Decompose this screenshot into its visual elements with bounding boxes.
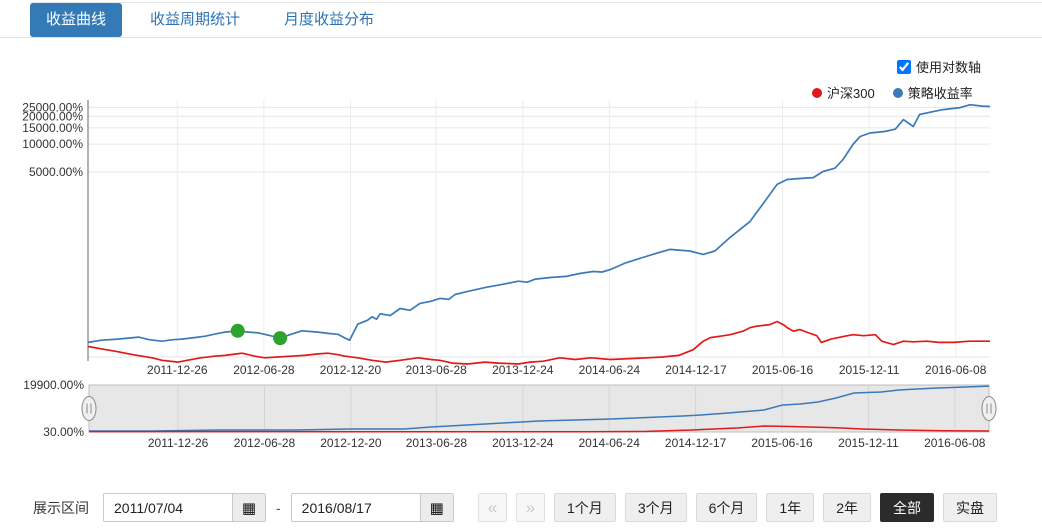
navigator-max-label: 19900.00%: [23, 378, 84, 392]
navigator-min-label: 30.00%: [43, 425, 84, 439]
tab-monthly-distribution[interactable]: 月度收益分布: [284, 11, 375, 28]
start-date-calendar-icon[interactable]: ▦: [232, 494, 265, 521]
x-axis-tick-label: 2016-06-08: [925, 363, 987, 377]
y-axis-tick-label: 25000.00%: [22, 100, 83, 114]
x-axis-tick-label: 2013-06-28: [405, 363, 467, 377]
end-date-calendar-icon[interactable]: ▦: [419, 494, 453, 521]
end-date-input[interactable]: [291, 494, 420, 521]
log-axis-toggle[interactable]: 使用对数轴: [897, 57, 981, 76]
range-button-2y[interactable]: 2年: [823, 493, 871, 522]
navigator-tick-label: 2012-06-28: [234, 436, 296, 450]
range-button-1m[interactable]: 1个月: [554, 493, 616, 522]
navigator-left-handle[interactable]: [81, 396, 97, 421]
navigator-tick-label: 2014-12-17: [665, 436, 727, 450]
x-axis-tick-label: 2013-12-24: [492, 363, 554, 377]
navigator-series-line-1: [88, 425, 990, 433]
y-axis-tick-label: 15000.00%: [22, 121, 83, 135]
trade-marker-icon[interactable]: [230, 323, 245, 338]
range-buttons-row: « » 1个月 3个月 6个月 1年 2年 全部 实盘: [478, 493, 997, 522]
start-date-input[interactable]: [104, 494, 232, 521]
range-separator: -: [276, 499, 281, 516]
range-button-live[interactable]: 实盘: [943, 493, 997, 522]
end-date-group: ▦: [290, 493, 454, 522]
navigator-tick-label: 2014-06-24: [579, 436, 641, 450]
y-axis-tick-label: 5000.00%: [29, 165, 83, 179]
range-button-all[interactable]: 全部: [880, 493, 934, 522]
series-line-1: [87, 320, 990, 365]
returns-chart: 25000.00%20000.00%15000.00% 10000.00% 5000…: [22, 100, 997, 450]
x-axis-tick-label: 2014-06-24: [579, 363, 641, 377]
log-axis-label: 使用对数轴: [916, 60, 982, 75]
legend-item-benchmark[interactable]: 沪深300: [812, 83, 875, 102]
strategy-dot-icon: [892, 87, 903, 98]
x-axis-tick-label: 2012-06-28: [233, 363, 295, 377]
pan-right-button[interactable]: »: [516, 493, 546, 522]
navigator-tick-label: 2016-06-08: [924, 436, 986, 450]
display-range-row: 展示区间 ▦ - ▦: [33, 493, 454, 522]
log-axis-checkbox[interactable]: [897, 59, 911, 74]
range-button-3m[interactable]: 3个月: [624, 493, 687, 522]
benchmark-dot-icon: [812, 87, 822, 98]
display-range-label: 展示区间: [33, 499, 89, 516]
navigator-selected-range[interactable]: [88, 384, 990, 433]
x-axis-tick-label: 2011-12-26: [147, 363, 208, 377]
navigator-series-line-0: [89, 385, 990, 432]
range-button-6m[interactable]: 6个月: [695, 493, 758, 522]
tab-period-stats[interactable]: 收益周期统计: [150, 11, 241, 28]
x-axis-tick-label: 2014-12-17: [665, 363, 727, 377]
x-axis-tick-label: 2012-12-20: [320, 363, 382, 377]
range-button-1y[interactable]: 1年: [766, 493, 815, 522]
y-axis-tick-label: 10000.00%: [22, 137, 83, 151]
navigator-tick-label: 2011-12-26: [148, 436, 209, 450]
tab-bar-divider: [0, 37, 1042, 38]
series-line-0: [87, 103, 991, 344]
chart-legend: 沪深300 策略收益率: [812, 83, 973, 102]
navigator-tick-label: 2012-12-20: [320, 436, 382, 450]
navigator-tick-label: 2013-12-24: [492, 436, 554, 450]
pan-left-button[interactable]: «: [478, 493, 508, 522]
tab-bar: 收益曲线 收益周期统计 月度收益分布: [30, 2, 1042, 37]
navigator-tick-label: 2013-06-28: [406, 436, 468, 450]
y-axis-tick-label: 20000.00%: [22, 109, 83, 123]
start-date-group: ▦: [103, 493, 266, 522]
legend-strategy-label: 策略收益率: [907, 86, 973, 101]
x-axis-tick-label: 2015-06-16: [752, 363, 814, 377]
x-axis-tick-label: 2015-12-11: [839, 363, 900, 377]
navigator-tick-label: 2015-12-11: [838, 436, 899, 450]
trade-marker-icon[interactable]: [273, 331, 288, 346]
legend-benchmark-label: 沪深300: [827, 86, 875, 101]
navigator-tick-label: 2015-06-16: [751, 436, 813, 450]
navigator-right-handle[interactable]: [981, 396, 997, 421]
legend-item-strategy[interactable]: 策略收益率: [892, 83, 973, 102]
tab-returns-curve[interactable]: 收益曲线: [30, 3, 123, 37]
